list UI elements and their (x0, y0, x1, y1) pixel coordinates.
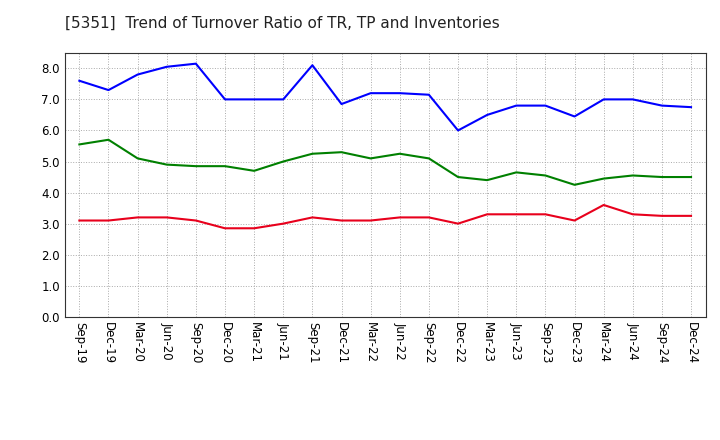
Trade Receivables (366, 218, 375, 223)
Trade Receivables (629, 212, 637, 217)
Trade Payables (279, 97, 287, 102)
Line: Trade Receivables: Trade Receivables (79, 205, 691, 228)
Trade Payables (629, 97, 637, 102)
Trade Payables (163, 64, 171, 70)
Trade Payables (220, 97, 229, 102)
Inventories (454, 174, 462, 180)
Trade Payables (192, 61, 200, 66)
Inventories (220, 164, 229, 169)
Trade Receivables (308, 215, 317, 220)
Trade Receivables (337, 218, 346, 223)
Trade Payables (133, 72, 142, 77)
Trade Payables (657, 103, 666, 108)
Inventories (687, 174, 696, 180)
Trade Receivables (454, 221, 462, 226)
Trade Receivables (512, 212, 521, 217)
Inventories (629, 173, 637, 178)
Trade Receivables (279, 221, 287, 226)
Trade Receivables (570, 218, 579, 223)
Trade Payables (75, 78, 84, 84)
Inventories (308, 151, 317, 156)
Inventories (541, 173, 550, 178)
Trade Payables (599, 97, 608, 102)
Trade Payables (366, 91, 375, 96)
Trade Payables (104, 88, 113, 93)
Trade Receivables (220, 226, 229, 231)
Trade Payables (425, 92, 433, 97)
Trade Receivables (425, 215, 433, 220)
Text: [5351]  Trend of Turnover Ratio of TR, TP and Inventories: [5351] Trend of Turnover Ratio of TR, TP… (65, 16, 500, 31)
Inventories (133, 156, 142, 161)
Trade Receivables (483, 212, 492, 217)
Trade Receivables (657, 213, 666, 219)
Inventories (425, 156, 433, 161)
Inventories (657, 174, 666, 180)
Trade Receivables (75, 218, 84, 223)
Line: Trade Payables: Trade Payables (79, 64, 691, 130)
Trade Payables (395, 91, 404, 96)
Inventories (599, 176, 608, 181)
Trade Receivables (133, 215, 142, 220)
Inventories (366, 156, 375, 161)
Trade Receivables (104, 218, 113, 223)
Trade Payables (308, 62, 317, 68)
Trade Payables (570, 114, 579, 119)
Trade Payables (512, 103, 521, 108)
Inventories (250, 168, 258, 173)
Inventories (279, 159, 287, 164)
Trade Payables (250, 97, 258, 102)
Line: Inventories: Inventories (79, 140, 691, 185)
Inventories (75, 142, 84, 147)
Trade Payables (454, 128, 462, 133)
Inventories (483, 177, 492, 183)
Trade Receivables (541, 212, 550, 217)
Inventories (163, 162, 171, 167)
Inventories (192, 164, 200, 169)
Trade Receivables (192, 218, 200, 223)
Trade Payables (337, 101, 346, 106)
Trade Receivables (687, 213, 696, 219)
Trade Receivables (163, 215, 171, 220)
Inventories (570, 182, 579, 187)
Trade Payables (483, 112, 492, 117)
Inventories (104, 137, 113, 143)
Trade Payables (541, 103, 550, 108)
Trade Payables (687, 105, 696, 110)
Inventories (395, 151, 404, 156)
Trade Receivables (395, 215, 404, 220)
Trade Receivables (250, 226, 258, 231)
Trade Receivables (599, 202, 608, 208)
Inventories (512, 170, 521, 175)
Inventories (337, 150, 346, 155)
